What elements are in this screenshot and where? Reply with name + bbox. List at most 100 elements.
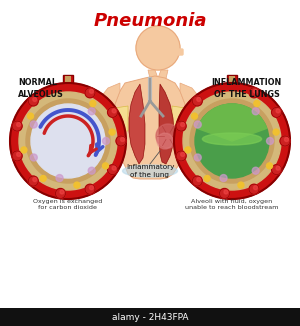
Circle shape [21, 147, 27, 153]
Circle shape [31, 104, 105, 178]
Polygon shape [129, 84, 145, 164]
FancyBboxPatch shape [176, 49, 183, 55]
Circle shape [157, 133, 173, 149]
Circle shape [197, 97, 201, 101]
Circle shape [191, 113, 197, 119]
Circle shape [220, 188, 230, 199]
Circle shape [16, 123, 21, 126]
Circle shape [12, 151, 22, 161]
Circle shape [174, 83, 290, 199]
Circle shape [108, 107, 118, 117]
Circle shape [85, 88, 95, 98]
Circle shape [30, 154, 37, 161]
Circle shape [103, 138, 110, 144]
Circle shape [88, 108, 95, 115]
Text: Oxygen is exchanged
for carbon dioxide: Oxygen is exchanged for carbon dioxide [33, 199, 103, 210]
Circle shape [252, 108, 259, 115]
Circle shape [276, 109, 280, 113]
Polygon shape [95, 106, 128, 131]
Circle shape [238, 182, 244, 188]
Circle shape [276, 166, 280, 170]
Text: Inflammatory
of the lung: Inflammatory of the lung [126, 164, 174, 177]
Circle shape [28, 113, 34, 119]
Circle shape [176, 151, 186, 161]
Circle shape [40, 175, 46, 182]
Polygon shape [180, 83, 202, 121]
Circle shape [112, 109, 116, 113]
Circle shape [90, 100, 96, 107]
Circle shape [33, 97, 37, 101]
Circle shape [121, 138, 124, 141]
Circle shape [181, 123, 184, 126]
Circle shape [89, 186, 94, 190]
Circle shape [183, 92, 281, 190]
Circle shape [249, 88, 259, 98]
Circle shape [254, 89, 257, 93]
FancyBboxPatch shape [229, 76, 235, 88]
Polygon shape [112, 76, 188, 179]
Circle shape [33, 178, 37, 182]
Circle shape [12, 121, 22, 131]
Circle shape [272, 165, 282, 175]
Circle shape [103, 163, 109, 169]
Circle shape [85, 184, 95, 194]
Polygon shape [159, 84, 174, 164]
Circle shape [252, 167, 259, 174]
Circle shape [28, 176, 38, 186]
Polygon shape [98, 83, 120, 121]
Circle shape [136, 26, 180, 70]
Circle shape [194, 121, 201, 128]
Circle shape [197, 178, 201, 182]
Ellipse shape [122, 165, 178, 177]
Circle shape [266, 138, 274, 144]
Circle shape [108, 165, 118, 175]
Circle shape [284, 138, 289, 141]
Circle shape [192, 176, 202, 186]
Circle shape [224, 190, 228, 194]
FancyBboxPatch shape [63, 75, 73, 89]
Circle shape [16, 153, 21, 156]
Ellipse shape [202, 133, 262, 145]
Circle shape [156, 124, 180, 148]
Circle shape [266, 163, 272, 169]
FancyBboxPatch shape [227, 75, 237, 89]
Text: NORMAL
ALVEOLUS: NORMAL ALVEOLUS [18, 78, 64, 99]
Circle shape [195, 104, 269, 178]
Wedge shape [197, 104, 267, 141]
Text: alamy - 2H43FPA: alamy - 2H43FPA [112, 313, 188, 321]
Circle shape [272, 107, 282, 117]
Circle shape [60, 190, 64, 194]
Text: Pneumonia: Pneumonia [93, 12, 207, 30]
Circle shape [204, 175, 210, 182]
Circle shape [89, 89, 94, 93]
Circle shape [30, 121, 37, 128]
Circle shape [273, 129, 279, 135]
Circle shape [190, 99, 274, 183]
Text: Alveoli with fluid, oxygen
unable to reach bloodstream: Alveoli with fluid, oxygen unable to rea… [185, 199, 279, 210]
Circle shape [194, 154, 201, 161]
FancyBboxPatch shape [0, 308, 300, 326]
Circle shape [176, 121, 186, 131]
Circle shape [56, 174, 63, 182]
Polygon shape [148, 70, 168, 83]
Circle shape [56, 188, 65, 199]
Circle shape [10, 83, 126, 199]
Circle shape [116, 136, 126, 146]
Circle shape [28, 96, 38, 106]
Circle shape [254, 186, 257, 190]
Circle shape [280, 136, 290, 146]
Circle shape [88, 167, 95, 174]
Circle shape [185, 147, 191, 153]
Circle shape [220, 174, 227, 182]
Circle shape [19, 92, 117, 190]
Circle shape [249, 184, 259, 194]
Circle shape [112, 166, 116, 170]
Circle shape [74, 182, 80, 188]
Text: INFLAMMATION
OF THE LUNGS: INFLAMMATION OF THE LUNGS [212, 78, 282, 99]
Circle shape [181, 153, 184, 156]
Circle shape [254, 100, 260, 107]
Circle shape [26, 99, 110, 183]
Circle shape [109, 129, 115, 135]
FancyBboxPatch shape [65, 76, 71, 88]
Circle shape [192, 96, 202, 106]
